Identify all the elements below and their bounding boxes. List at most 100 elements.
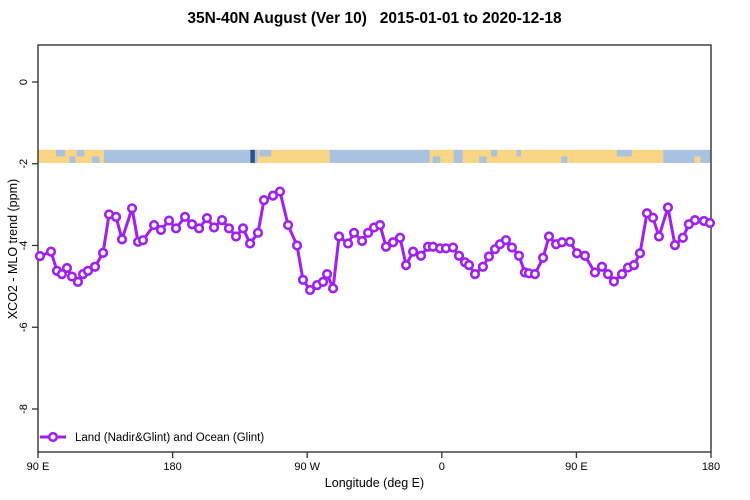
data-point-marker	[223, 223, 235, 234]
data-point-marker	[628, 260, 640, 271]
data-point-marker	[179, 211, 191, 222]
data-point-marker	[602, 269, 614, 280]
data-point-marker	[137, 235, 149, 246]
map-band-segment-land	[429, 149, 664, 163]
data-point-marker	[342, 238, 354, 249]
data-point-marker	[45, 246, 57, 257]
data-point-marker	[669, 239, 681, 251]
data-point-marker	[356, 235, 368, 247]
data-point-marker	[543, 231, 555, 242]
data-point-marker	[653, 231, 665, 242]
data-point-marker	[453, 250, 465, 261]
legend: Land (Nadir&Glint) and Ocean (Glint)	[40, 431, 264, 444]
map-band-patch-ocean	[69, 156, 76, 163]
data-point-marker	[267, 190, 279, 201]
data-point-marker	[56, 269, 68, 280]
data-point-marker	[348, 227, 360, 238]
y-tick-label: 0	[18, 79, 30, 85]
data-point-marker	[564, 236, 576, 247]
map-band-patch-ocean	[616, 149, 632, 157]
data-point-marker	[208, 222, 220, 233]
data-point-marker	[82, 265, 94, 276]
map-band-patch-ocean	[259, 149, 272, 157]
data-point-marker	[616, 269, 628, 280]
data-point-marker	[608, 276, 620, 287]
x-tick-label: 180	[163, 461, 181, 473]
data-point-marker	[571, 248, 583, 259]
data-point-marker	[407, 246, 419, 257]
data-point-marker	[155, 224, 167, 236]
data-point-marker	[634, 248, 646, 259]
map-band-patch-land	[694, 156, 701, 163]
data-point-marker	[321, 269, 333, 280]
x-tick-label: 90 W	[294, 461, 320, 473]
data-point-marker	[148, 219, 160, 231]
data-point-marker	[186, 219, 198, 230]
data-point-marker	[110, 211, 122, 222]
data-point-marker	[163, 215, 175, 226]
data-point-marker	[400, 260, 412, 271]
map-band-segment-land	[38, 149, 104, 163]
data-point-marker	[362, 227, 374, 238]
data-point-marker	[647, 212, 659, 223]
map-band-patch-ocean	[479, 156, 487, 163]
data-point-marker	[258, 195, 270, 206]
map-band-patch-ocean	[516, 149, 522, 157]
data-point-marker	[126, 203, 138, 214]
data-point-marker	[327, 283, 339, 294]
map-band-segment-land	[257, 149, 330, 163]
data-point-marker	[596, 261, 608, 272]
data-point-marker	[89, 261, 101, 272]
data-point-marker	[72, 276, 84, 287]
data-point-marker	[579, 250, 591, 261]
map-band-patch-ocean	[561, 156, 568, 163]
data-point-marker	[61, 262, 73, 274]
data-point-marker	[477, 261, 489, 272]
data-point-marker	[463, 260, 475, 271]
y-tick-label: -6	[18, 322, 30, 332]
data-point-marker	[415, 250, 427, 261]
chart-title: 35N-40N August (Ver 10) 2015-01-01 to 20…	[187, 10, 562, 27]
y-tick-label: -2	[18, 159, 30, 169]
data-point-marker	[394, 232, 406, 243]
map-band-patch-ocean	[453, 149, 463, 163]
data-point-marker	[677, 232, 688, 243]
map-band-patch-ocean	[432, 156, 441, 163]
data-point-marker	[704, 217, 716, 229]
data-point-marker	[317, 276, 329, 287]
map-band-patch-ocean	[491, 149, 498, 157]
map-band-patch-ocean	[55, 149, 65, 157]
map-band-patch-ocean	[76, 149, 85, 157]
legend-marker-icon	[47, 431, 59, 443]
data-point-marker	[537, 252, 549, 263]
data-point-marker	[529, 269, 541, 280]
map-band-patch-dark	[250, 149, 255, 163]
data-point-marker	[97, 247, 109, 258]
data-point-marker	[193, 223, 205, 234]
data-point-marker	[556, 237, 568, 248]
data-point-marker	[506, 242, 518, 253]
x-axis-label: Longitude (deg E)	[324, 476, 425, 490]
data-point-marker	[387, 237, 399, 248]
map-band-segment-ocean	[329, 149, 430, 163]
data-point-marker	[66, 271, 78, 282]
data-point-marker	[500, 235, 512, 246]
data-point-marker	[662, 202, 674, 213]
map-band-segment-ocean	[663, 149, 711, 163]
generated-chart-content: 0 -2 -4 -6 -8 90 E 180 90 W 0 90 E 180	[18, 44, 720, 473]
x-tick-label: 90 E	[565, 461, 588, 473]
plot-frame	[37, 44, 712, 453]
data-point-marker	[201, 213, 213, 224]
y-tick-label: -4	[18, 241, 30, 251]
data-point-marker	[297, 274, 309, 285]
data-point-marker	[237, 223, 249, 234]
data-point-marker	[469, 269, 481, 280]
x-tick-label: 0	[439, 461, 445, 473]
data-point-marker	[244, 238, 256, 249]
data-point-marker	[291, 240, 303, 251]
data-point-marker	[252, 227, 264, 238]
data-point-marker	[282, 219, 294, 231]
data-point-marker	[483, 251, 495, 262]
